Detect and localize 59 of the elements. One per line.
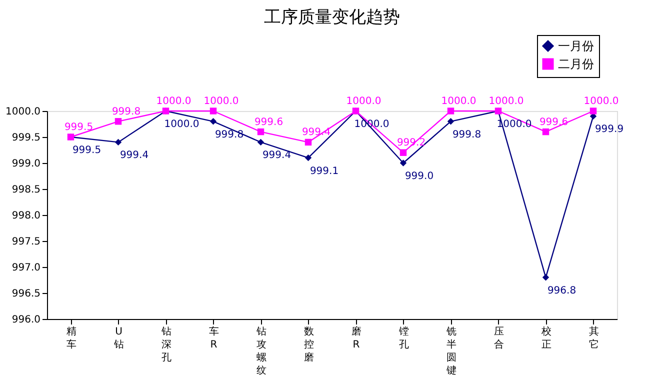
x-tick-label: 车R bbox=[208, 326, 219, 350]
data-label: 1000.0 bbox=[346, 96, 382, 107]
data-label: 999.8 bbox=[112, 106, 141, 118]
point bbox=[257, 128, 264, 136]
data-label: 999.6 bbox=[539, 116, 568, 128]
y-tick-label: 996.0 bbox=[12, 314, 40, 326]
point bbox=[590, 108, 597, 114]
data-label: 1000.0 bbox=[584, 96, 619, 107]
point bbox=[210, 118, 217, 125]
x-tick-label: 磨R bbox=[351, 326, 362, 350]
x-tick-label: 钻攻螺纹 bbox=[255, 326, 266, 376]
data-label: 1000.0 bbox=[156, 96, 192, 107]
point bbox=[304, 138, 312, 146]
point bbox=[114, 138, 122, 146]
point bbox=[542, 128, 550, 136]
x-tick-label: U钻 bbox=[112, 326, 124, 350]
point bbox=[257, 138, 264, 146]
x-tick-label: 其它 bbox=[588, 326, 599, 350]
data-label: 1000.0 bbox=[164, 119, 200, 130]
data-label: 999.8 bbox=[214, 129, 244, 140]
data-label: 999.4 bbox=[120, 150, 149, 162]
point bbox=[304, 154, 312, 162]
legend-label: 二月份 bbox=[558, 57, 594, 71]
data-label: 996.8 bbox=[547, 285, 576, 296]
data-label: 999.5 bbox=[72, 145, 102, 156]
chart-title: 工序质量变化趋势 bbox=[264, 8, 400, 28]
data-label: 999.0 bbox=[404, 171, 434, 182]
y-tick-label: 998.5 bbox=[12, 184, 40, 196]
data-label: 999.9 bbox=[594, 124, 624, 136]
data-label: 1000.0 bbox=[204, 96, 239, 107]
point bbox=[542, 274, 550, 281]
data-label: 1000.0 bbox=[441, 96, 476, 107]
x-tick-label: 铣半圆键 bbox=[445, 326, 456, 376]
point bbox=[400, 160, 407, 166]
x-tick-label: 镗孔 bbox=[398, 326, 409, 350]
point bbox=[210, 108, 217, 114]
data-label: 999.5 bbox=[64, 122, 94, 133]
legend-label: 一月份 bbox=[558, 39, 594, 53]
y-tick-label: 1000.0 bbox=[6, 106, 40, 118]
x-tick-label: 压合 bbox=[494, 326, 504, 350]
y-tick-label: 999.0 bbox=[12, 158, 40, 170]
data-label: 999.6 bbox=[254, 116, 284, 128]
y-tick-label: 997.5 bbox=[12, 236, 40, 248]
data-label: 999.8 bbox=[452, 129, 482, 140]
point bbox=[114, 118, 122, 125]
data-label: 999.4 bbox=[262, 150, 292, 162]
y-tick-label: 999.5 bbox=[12, 132, 40, 144]
y-tick-label: 998.0 bbox=[12, 210, 40, 222]
point bbox=[447, 118, 454, 125]
x-tick-label: 数控磨 bbox=[304, 326, 314, 364]
point bbox=[400, 149, 407, 156]
x-tick-label: 钻深孔 bbox=[160, 326, 172, 364]
data-label: 1000.0 bbox=[488, 96, 524, 107]
x-tick-label: 精车 bbox=[66, 326, 76, 350]
data-label: 999.1 bbox=[310, 166, 339, 177]
x-tick-label: 校正 bbox=[540, 326, 552, 350]
point bbox=[447, 108, 454, 114]
y-tick-label: 996.5 bbox=[12, 288, 40, 300]
y-tick-label: 997.0 bbox=[12, 262, 40, 274]
